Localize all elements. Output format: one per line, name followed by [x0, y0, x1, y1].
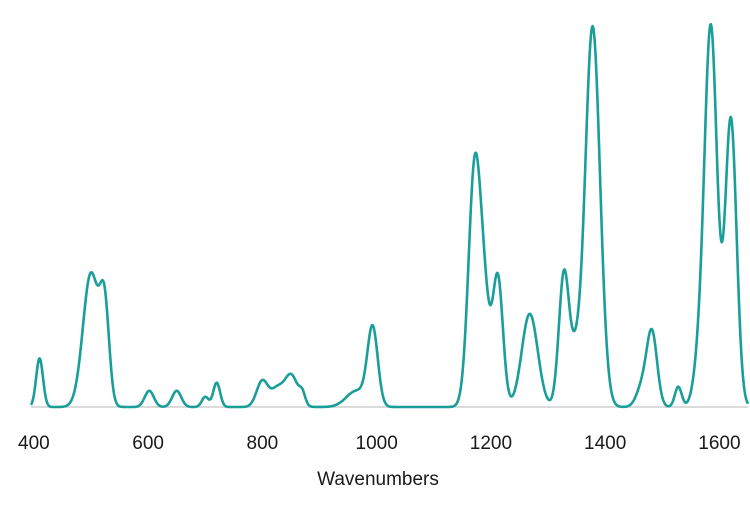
- x-tick-label-600: 600: [132, 433, 164, 454]
- x-tick-labels: 400 600 800 1000 1200 1400 1600: [18, 433, 741, 454]
- x-axis-title: Wavenumbers: [317, 469, 439, 490]
- x-tick-label-400: 400: [18, 433, 50, 454]
- x-tick-label-1000: 1000: [356, 433, 398, 454]
- x-tick-label-1600: 1600: [698, 433, 740, 454]
- x-tick-label-800: 800: [247, 433, 279, 454]
- spectrum-line: [29, 22, 750, 409]
- x-tick-label-1400: 1400: [584, 433, 626, 454]
- x-tick-label-1200: 1200: [470, 433, 512, 454]
